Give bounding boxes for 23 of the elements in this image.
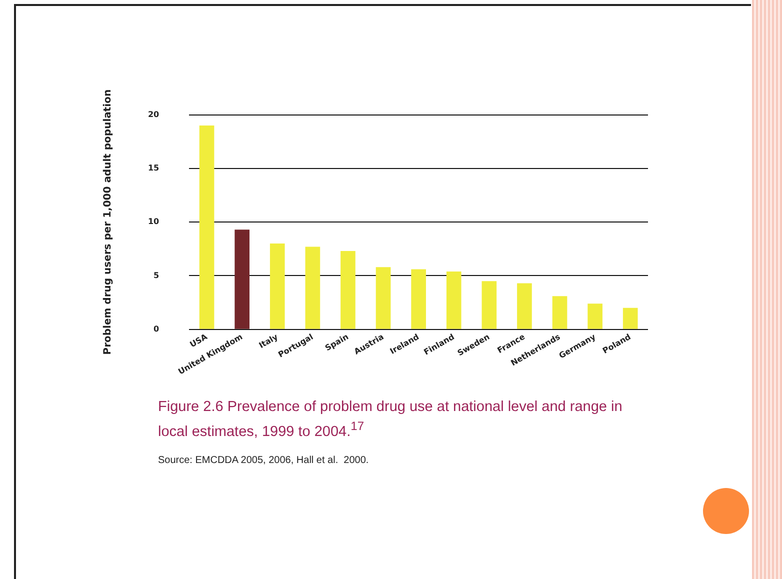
y-axis-title: Problem drug users per 1,000 adult population <box>102 89 114 355</box>
bar <box>270 244 285 329</box>
y-tick-label: 0 <box>154 324 160 334</box>
bar <box>411 269 426 329</box>
bar <box>446 271 462 329</box>
bar <box>305 246 320 329</box>
bar <box>199 126 214 329</box>
bar <box>622 308 638 329</box>
bar <box>588 304 602 329</box>
y-tick-label: 10 <box>148 217 160 226</box>
bar <box>376 267 391 329</box>
bar <box>340 251 356 329</box>
bar <box>482 281 497 329</box>
bar <box>517 283 532 329</box>
y-tick-label: 5 <box>154 270 160 280</box>
bar <box>552 296 568 329</box>
source-note: Source: EMCDDA 2005, 2006, Hall et al. 2000. <box>158 455 369 466</box>
x-tick-label: USA <box>188 332 210 350</box>
bar <box>234 230 250 329</box>
y-tick-label: 20 <box>148 110 160 119</box>
x-tick-label: Italy <box>257 332 280 350</box>
text: Figure 2.6 Prevalence of problem drug use at national level and range in local estimates, 1999 to 2004.$^{17}$ <box>158 398 624 442</box>
y-tick-label: 15 <box>148 164 160 173</box>
